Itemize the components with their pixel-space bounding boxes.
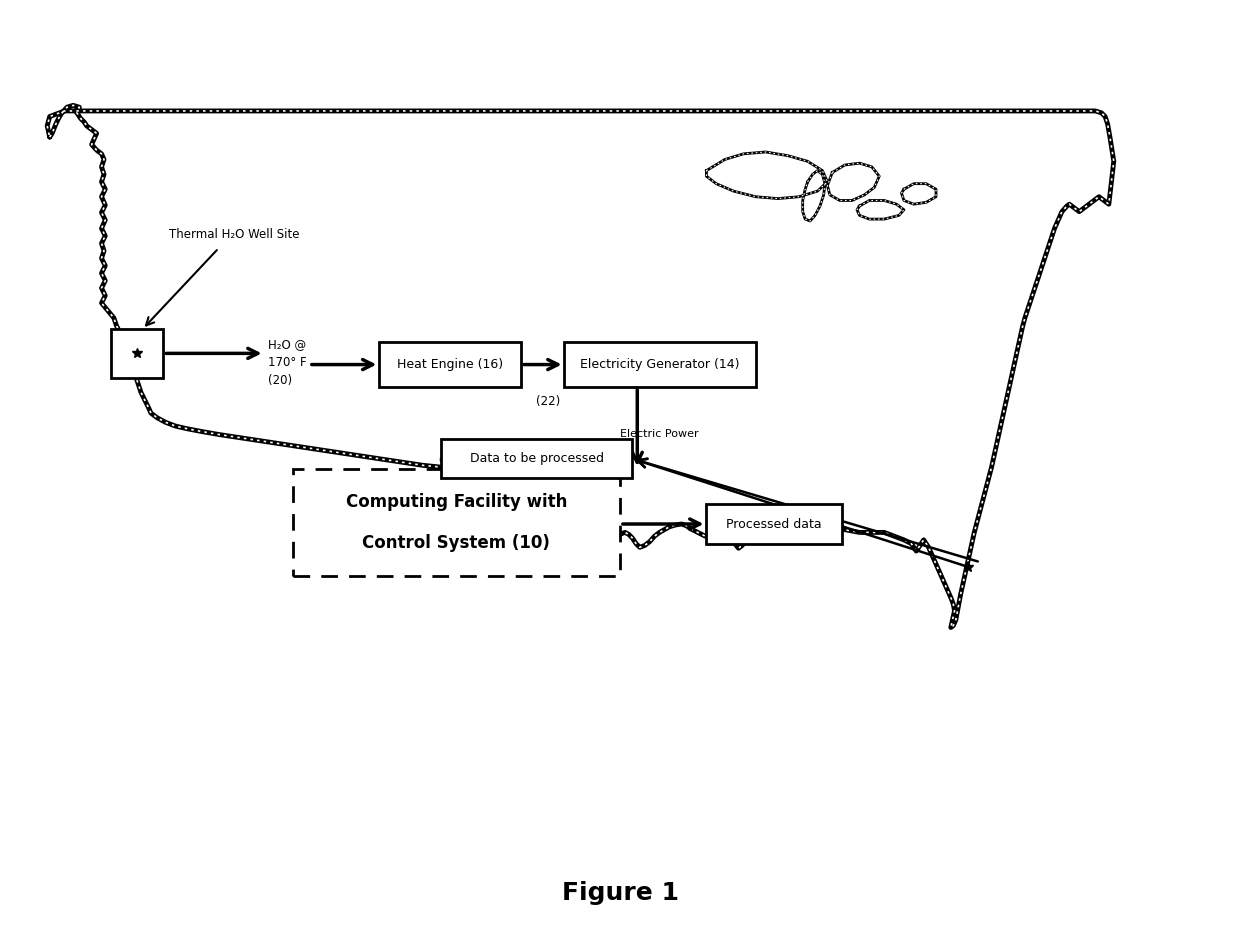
- Text: H₂O @
170° F
(20): H₂O @ 170° F (20): [268, 339, 306, 387]
- Text: Computing Facility with

Control System (10): Computing Facility with Control System (…: [346, 492, 567, 552]
- Polygon shape: [827, 163, 879, 201]
- Bar: [293, 469, 620, 576]
- Bar: [441, 439, 632, 478]
- Bar: [707, 505, 842, 544]
- Bar: [564, 342, 756, 387]
- Text: Heat Engine (16): Heat Engine (16): [397, 358, 503, 371]
- Text: Thermal H₂O Well Site: Thermal H₂O Well Site: [170, 228, 300, 240]
- Polygon shape: [857, 201, 904, 219]
- Polygon shape: [901, 184, 936, 204]
- Polygon shape: [47, 105, 1114, 628]
- Bar: [112, 329, 164, 378]
- Polygon shape: [707, 152, 827, 199]
- Text: Processed data: Processed data: [727, 518, 822, 531]
- Text: Electricity Generator (14): Electricity Generator (14): [580, 358, 740, 371]
- Bar: [379, 342, 521, 387]
- Text: (22): (22): [536, 395, 560, 408]
- Text: Electric Power: Electric Power: [620, 429, 698, 439]
- Polygon shape: [802, 171, 825, 221]
- Text: Figure 1: Figure 1: [562, 882, 678, 905]
- Text: Data to be processed: Data to be processed: [470, 452, 604, 465]
